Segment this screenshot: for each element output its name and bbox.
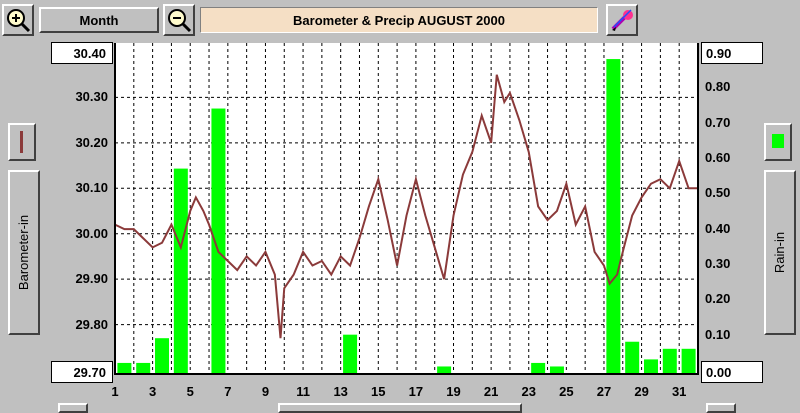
rain-bar	[606, 59, 621, 375]
x-tick-label: 7	[224, 384, 231, 399]
x-tick-label: 13	[333, 384, 347, 399]
x-tick-label: 5	[187, 384, 194, 399]
barometer-legend-swatch	[20, 131, 23, 153]
rain-bar	[343, 334, 358, 374]
x-tick-label: 1	[111, 384, 118, 399]
rain-bar	[643, 359, 658, 374]
right-tick-label: 0.30	[705, 256, 731, 271]
right-top-value: 0.90	[701, 42, 763, 64]
x-tick-label: 23	[522, 384, 536, 399]
rain-bar	[437, 366, 452, 374]
x-tick-label: 31	[672, 384, 686, 399]
x-tick-label: 25	[559, 384, 573, 399]
right-tick-label: 0.40	[705, 220, 731, 236]
rain-bars	[117, 59, 696, 375]
rain-bar	[117, 362, 132, 374]
rain-legend-swatch	[772, 134, 784, 148]
rain-bar	[531, 362, 546, 374]
right-tick-label: 0.70	[705, 114, 731, 130]
left-tick-label: 29.80	[75, 316, 108, 332]
scroll-left-button[interactable]	[58, 403, 88, 413]
x-tick-label: 21	[484, 384, 498, 399]
scroll-right-button[interactable]	[706, 403, 736, 413]
zoom-out-icon	[168, 9, 192, 33]
rain-bar	[173, 168, 188, 374]
x-tick-label: 3	[149, 384, 156, 399]
x-tick-label: 15	[371, 384, 385, 399]
rain-axis-button[interactable]: Rain-in	[764, 170, 796, 335]
pen-settings-icon	[611, 9, 633, 31]
left-tick-label: 30.20	[75, 134, 108, 150]
rain-bar	[211, 108, 226, 375]
rain-bar	[662, 348, 677, 374]
settings-button[interactable]	[606, 4, 638, 36]
barometer-legend-button[interactable]	[8, 123, 36, 161]
left-tick-label: 30.10	[75, 180, 108, 196]
left-tick-label: 29.90	[75, 271, 108, 287]
left-top-value: 30.40	[51, 42, 113, 64]
zoom-in-button[interactable]	[2, 4, 34, 36]
rain-bar	[625, 341, 640, 374]
x-tick-label: 19	[446, 384, 460, 399]
x-tick-label: 11	[296, 384, 310, 399]
right-tick-label: 0.50	[705, 185, 731, 201]
barometer-line	[114, 74, 698, 339]
rain-bar	[549, 366, 564, 374]
zoom-out-button[interactable]	[163, 4, 195, 36]
right-tick-label: 0.80	[705, 79, 731, 95]
period-label: Month	[79, 12, 119, 28]
rain-legend-button[interactable]	[764, 123, 792, 161]
x-tick-label: 17	[409, 384, 423, 399]
rain-bar	[136, 362, 151, 374]
chart-title: Barometer & Precip AUGUST 2000	[200, 7, 598, 33]
right-bottom-value: 0.00	[701, 361, 763, 383]
horizontal-scrollbar-thumb[interactable]	[278, 403, 522, 413]
right-tick-label: 0.60	[705, 150, 731, 165]
zoom-in-icon	[7, 9, 31, 33]
x-tick-labels: 1 3 5 7 9 11 13 15 17 19 21 23 25 27 29 31	[111, 384, 686, 399]
right-tick-label: 0.10	[705, 326, 731, 342]
left-tick-label: 30.30	[75, 89, 108, 105]
x-tick-label: 29	[634, 384, 648, 399]
x-tick-label: 9	[262, 384, 269, 399]
period-button[interactable]: Month	[39, 7, 159, 33]
right-tick-label: 0.20	[705, 291, 731, 307]
barometer-axis-button[interactable]: Barometer-in	[8, 170, 40, 335]
rain-bar	[681, 348, 696, 374]
rain-bar	[155, 338, 170, 374]
left-tick-label: 30.00	[75, 225, 108, 241]
left-bottom-value: 29.70	[51, 361, 113, 383]
x-tick-label: 27	[597, 384, 611, 399]
